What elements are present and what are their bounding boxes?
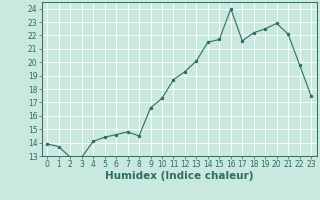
X-axis label: Humidex (Indice chaleur): Humidex (Indice chaleur) [105, 171, 253, 181]
